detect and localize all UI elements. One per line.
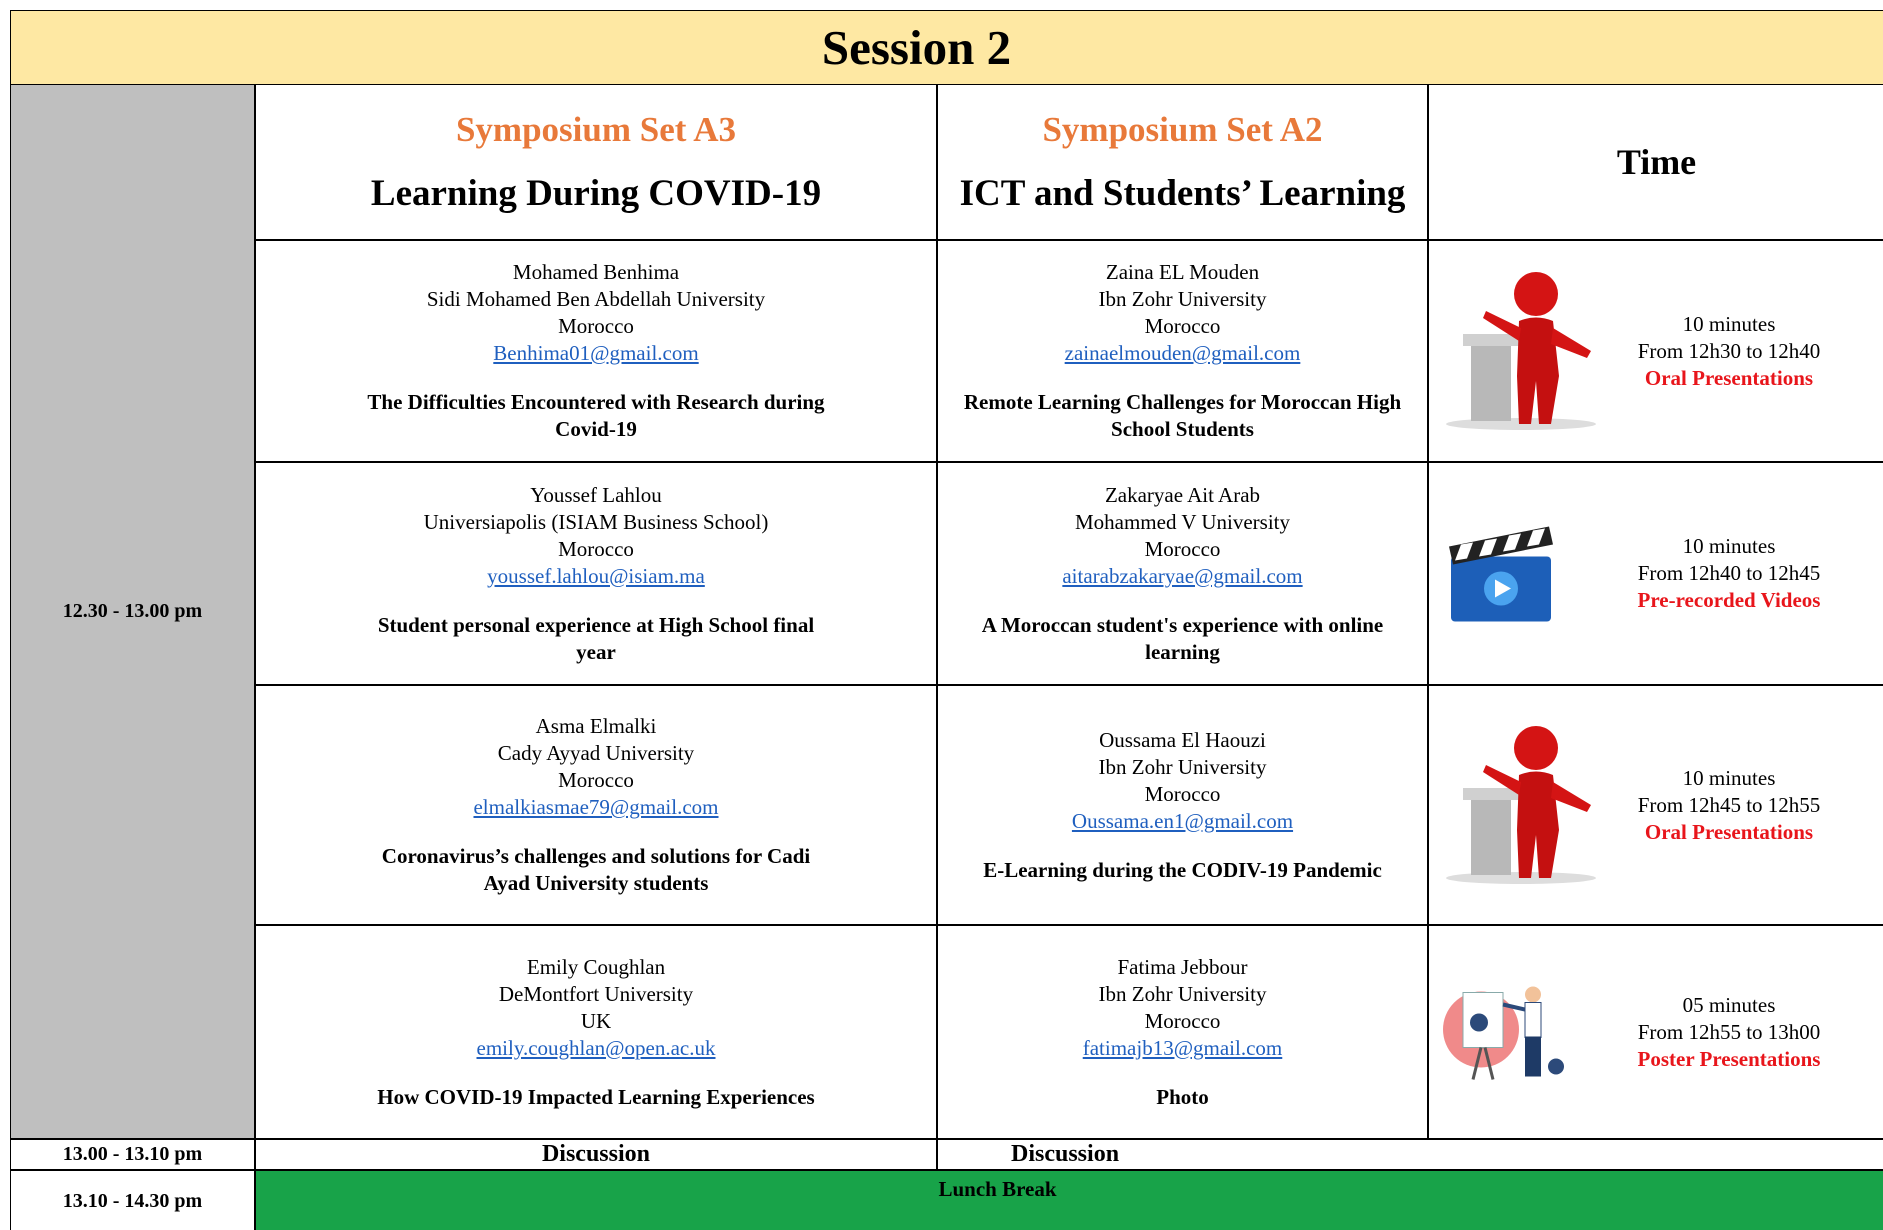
- speaker-name: Mohamed Benhima: [512, 260, 680, 284]
- duration: 10 minutes: [1682, 311, 1776, 336]
- time-slot: 12.30 - 13.00 pm: [62, 600, 203, 622]
- speaker-country: Morocco: [1144, 536, 1221, 561]
- column-header: Time: [1428, 84, 1883, 240]
- session-header: Session 2: [10, 10, 1883, 85]
- speaker-affiliation: Ibn Zohr University: [1098, 981, 1267, 1006]
- speaker-name: Oussama El Haouzi: [1099, 727, 1266, 752]
- speaker-email[interactable]: elmalkiasmae79@gmail.com: [473, 795, 719, 819]
- symposium-title: Learning During COVID-19: [370, 172, 822, 214]
- speaker-affiliation: Ibn Zohr University: [1098, 287, 1267, 311]
- duration: 10 minutes: [1682, 765, 1776, 790]
- speaker-email[interactable]: youssef.lahlou@isiam.ma: [487, 563, 705, 588]
- session-title: Session 2: [821, 20, 1012, 75]
- speaker-affiliation: Cady Ayyad University: [497, 741, 695, 765]
- time-slot-cell: 12.30 - 13.00 pm: [10, 84, 255, 1139]
- talk-title: E-Learning during the CODIV-19 Pandemic: [983, 857, 1382, 882]
- time-slot: 13.00 - 13.10 pm: [62, 1143, 203, 1165]
- slot: From 12h55 to 13h00: [1637, 1019, 1821, 1044]
- slot: From 12h45 to 12h55: [1637, 792, 1821, 817]
- speaker-cell: Zakaryae Ait Arab Mohammed V University Mo…: [937, 462, 1428, 685]
- speaker-email[interactable]: emily.coughlan@open.ac.uk: [476, 1035, 716, 1060]
- speaker-country: Morocco: [1144, 1008, 1221, 1033]
- speaker-email[interactable]: zainaelmouden@gmail.com: [1064, 341, 1301, 365]
- time-cell: 10 minutes From 12h30 to 12h40 Oral Presen…: [1428, 240, 1883, 462]
- icon: [1441, 266, 1606, 436]
- symposium-title: ICT and Students’ Learning: [959, 172, 1406, 214]
- time-info: 10 minutes From 12h30 to 12h40 Oral Presen…: [1579, 311, 1879, 392]
- slot: From 12h40 to 12h45: [1637, 561, 1821, 585]
- speaker-name: Fatima Jebbour: [1117, 954, 1248, 979]
- talk-title: Remote Learning Challenges for Moroccan …: [963, 390, 1402, 441]
- symposium-set: Symposium Set A2: [1042, 109, 1323, 149]
- speaker-cell: Youssef Lahlou Universiapolis (ISIAM Busi…: [255, 462, 937, 685]
- format: Oral Presentations: [1644, 365, 1814, 390]
- time-slot-cell: 13.10 - 14.30 pm: [10, 1170, 255, 1230]
- speaker-name: Youssef Lahlou: [530, 482, 662, 507]
- time-header: Time: [1616, 142, 1697, 182]
- time-slot-cell: 13.00 - 13.10 pm: [10, 1139, 255, 1170]
- speaker-country: Morocco: [558, 768, 634, 792]
- speaker-name: Zakaryae Ait Arab: [1104, 482, 1261, 507]
- format: Oral Presentations: [1644, 819, 1814, 844]
- speaker-cell: Emily Coughlan DeMontfort University UK emi…: [255, 925, 937, 1139]
- speaker-name: Emily Coughlan: [526, 954, 666, 979]
- column-header: Symposium Set A3 Learning During COVID-19: [255, 84, 937, 240]
- speaker-cell: Mohamed Benhima Sidi Mohamed Ben Abdellah…: [255, 240, 937, 462]
- speaker-country: Morocco: [1144, 314, 1221, 338]
- time-cell: 10 minutes From 12h40 to 12h45 Pre-recorde…: [1428, 462, 1883, 685]
- speaker-cell: Fatima Jebbour Ibn Zohr University Morocco…: [937, 925, 1428, 1139]
- lunch: Lunch Break: [938, 1177, 1057, 1201]
- speaker-cell: Zaina EL Mouden Ibn Zohr University Morocc…: [937, 240, 1428, 462]
- time-cell: 05 minutes From 12h55 to 13h00 Poster Pres…: [1428, 925, 1883, 1139]
- time-slot: 13.10 - 14.30 pm: [62, 1189, 203, 1212]
- discussion: Discussion: [541, 1141, 651, 1167]
- duration: 10 minutes: [1682, 534, 1776, 558]
- format: Poster Presentations: [1637, 1046, 1821, 1071]
- time-cell: 10 minutes From 12h45 to 12h55 Oral Presen…: [1428, 685, 1883, 925]
- speaker-affiliation: Mohammed V University: [1074, 509, 1291, 534]
- talk-title: Coronavirus’s challenges and solutions f…: [381, 844, 811, 895]
- discussion-cell: Discussion: [937, 1139, 1883, 1170]
- duration: 05 minutes: [1682, 992, 1776, 1017]
- talk-title: Student personal experience at High Scho…: [377, 612, 815, 664]
- discussion: Discussion: [1011, 1141, 1120, 1167]
- icon: [1441, 975, 1581, 1090]
- speaker-country: Morocco: [558, 314, 634, 338]
- speaker-country: Morocco: [1144, 781, 1221, 806]
- speaker-email[interactable]: aitarabzakaryae@gmail.com: [1062, 563, 1303, 588]
- column-header: Symposium Set A2 ICT and Students’ Learni…: [937, 84, 1428, 240]
- lunch-cell: Lunch Break: [255, 1170, 1883, 1230]
- speaker-affiliation: Ibn Zohr University: [1098, 754, 1267, 779]
- speaker-affiliation: DeMontfort University: [498, 981, 694, 1006]
- speaker-email[interactable]: Benhima01@gmail.com: [493, 341, 699, 365]
- symposium-set: Symposium Set A3: [455, 109, 737, 149]
- time-info: 10 minutes From 12h45 to 12h55 Oral Presen…: [1579, 765, 1879, 846]
- discussion-cell: Discussion: [255, 1139, 937, 1170]
- speaker-affiliation: Sidi Mohamed Ben Abdellah University: [426, 287, 766, 311]
- talk-title: A Moroccan student's experience with onl…: [981, 612, 1384, 664]
- time-info: 05 minutes From 12h55 to 13h00 Poster Pres…: [1579, 992, 1879, 1073]
- speaker-name: Zaina EL Mouden: [1105, 260, 1260, 284]
- talk-title: The Difficulties Encountered with Resear…: [367, 390, 825, 441]
- speaker-cell: Asma Elmalki Cady Ayyad University Morocco…: [255, 685, 937, 925]
- speaker-affiliation: Universiapolis (ISIAM Business School): [423, 509, 769, 534]
- icon: [1441, 720, 1606, 890]
- slot: From 12h30 to 12h40: [1637, 338, 1821, 363]
- talk-title: How COVID-19 Impacted Learning Experienc…: [377, 1084, 815, 1109]
- speaker-country: Morocco: [558, 536, 634, 561]
- icon: [1441, 516, 1561, 631]
- speaker-cell: Oussama El Haouzi Ibn Zohr University Moro…: [937, 685, 1428, 925]
- talk-title: Photo: [1156, 1084, 1209, 1109]
- speaker-email[interactable]: Oussama.en1@gmail.com: [1071, 808, 1294, 833]
- speaker-email[interactable]: fatimajb13@gmail.com: [1082, 1035, 1283, 1060]
- speaker-name: Asma Elmalki: [535, 714, 657, 738]
- format: Pre-recorded Videos: [1637, 588, 1821, 612]
- speaker-country: UK: [580, 1008, 612, 1033]
- time-info: 10 minutes From 12h40 to 12h45 Pre-recorde…: [1579, 533, 1879, 614]
